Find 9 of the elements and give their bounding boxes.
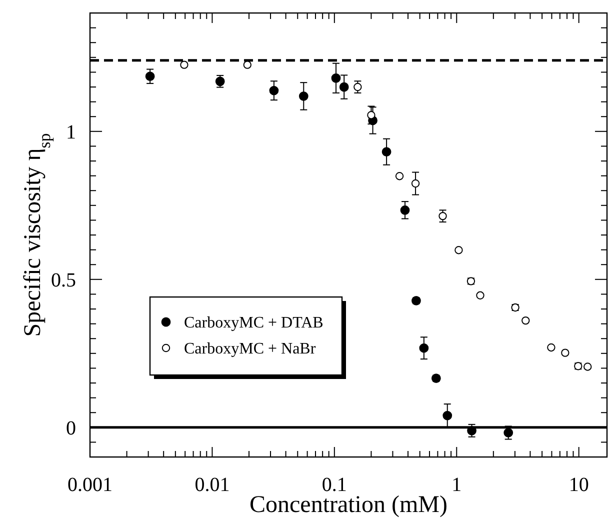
y-tick-label: 0.5 <box>51 269 76 292</box>
x-tick-label: 1 <box>452 474 462 496</box>
y-tick-label: 0 <box>66 417 76 440</box>
y-tick-label: 1 <box>66 121 76 144</box>
legend-label: CarboxyMC + NaBr <box>184 340 316 358</box>
legend-label: CarboxyMC + DTAB <box>184 314 324 332</box>
x-tick-label: 10 <box>568 474 589 496</box>
x-tick-label: 0.001 <box>68 474 112 496</box>
x-tick-label: 0.01 <box>194 474 230 496</box>
